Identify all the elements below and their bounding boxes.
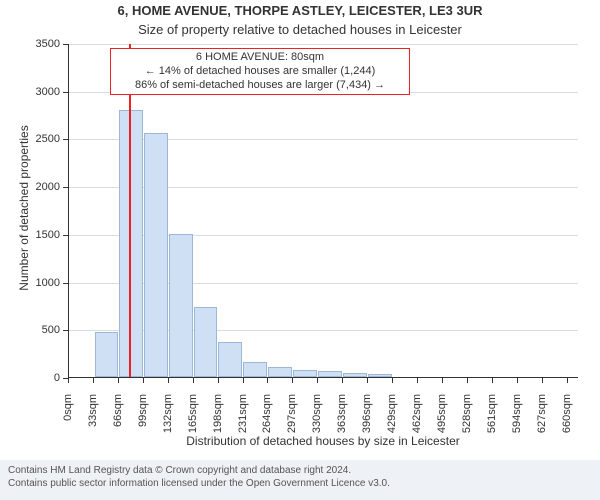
x-tick-label: 561sqm xyxy=(486,394,498,444)
annotation-line2: ← 14% of detached houses are smaller (1,… xyxy=(117,65,403,79)
histogram-bar xyxy=(343,373,367,377)
x-tick xyxy=(168,378,169,383)
y-tick xyxy=(63,44,68,45)
x-tick-label: 528sqm xyxy=(461,394,473,444)
x-tick-label: 165sqm xyxy=(187,394,199,444)
x-tick-label: 660sqm xyxy=(561,394,573,444)
x-tick xyxy=(317,378,318,383)
x-tick xyxy=(467,378,468,383)
y-tick xyxy=(63,283,68,284)
y-tick-label: 500 xyxy=(20,324,60,336)
histogram-bar xyxy=(95,332,119,377)
x-tick xyxy=(567,378,568,383)
annotation-box: 6 HOME AVENUE: 80sqm ← 14% of detached h… xyxy=(110,48,410,95)
y-tick-label: 1000 xyxy=(20,277,60,289)
y-tick-label: 3000 xyxy=(20,86,60,98)
x-tick xyxy=(492,378,493,383)
x-tick-label: 429sqm xyxy=(386,394,398,444)
x-tick-label: 132sqm xyxy=(162,394,174,444)
x-tick xyxy=(267,378,268,383)
histogram-bar xyxy=(368,374,392,377)
footer-line1: Contains HM Land Registry data © Crown c… xyxy=(8,464,592,477)
x-tick xyxy=(542,378,543,383)
histogram-bar xyxy=(169,234,193,377)
x-tick-label: 297sqm xyxy=(286,394,298,444)
y-tick xyxy=(63,187,68,188)
x-tick xyxy=(118,378,119,383)
x-tick xyxy=(292,378,293,383)
x-tick xyxy=(417,378,418,383)
histogram-bar xyxy=(318,371,342,377)
x-tick-label: 330sqm xyxy=(311,394,323,444)
x-tick-label: 396sqm xyxy=(361,394,373,444)
footer-line2: Contains public sector information licen… xyxy=(8,477,592,490)
footer: Contains HM Land Registry data © Crown c… xyxy=(0,460,600,500)
x-tick-label: 495sqm xyxy=(436,394,448,444)
x-tick xyxy=(143,378,144,383)
x-tick-label: 363sqm xyxy=(336,394,348,444)
x-tick-label: 264sqm xyxy=(261,394,273,444)
x-tick xyxy=(193,378,194,383)
x-tick xyxy=(93,378,94,383)
y-tick-label: 0 xyxy=(20,372,60,384)
x-tick xyxy=(517,378,518,383)
histogram-bar xyxy=(293,370,317,377)
x-tick xyxy=(218,378,219,383)
x-tick-label: 0sqm xyxy=(62,394,74,444)
histogram-bar xyxy=(144,133,168,377)
histogram-bar xyxy=(194,307,217,377)
annotation-line1: 6 HOME AVENUE: 80sqm xyxy=(117,51,403,65)
x-tick xyxy=(392,378,393,383)
y-tick xyxy=(63,330,68,331)
x-tick-label: 231sqm xyxy=(237,394,249,444)
y-tick xyxy=(63,235,68,236)
x-tick xyxy=(68,378,69,383)
y-tick xyxy=(63,139,68,140)
histogram-bar xyxy=(218,342,242,377)
x-tick-label: 99sqm xyxy=(137,394,149,444)
y-tick-label: 1500 xyxy=(20,229,60,241)
x-tick xyxy=(442,378,443,383)
title-line1: 6, HOME AVENUE, THORPE ASTLEY, LEICESTER… xyxy=(0,3,600,18)
x-tick-label: 462sqm xyxy=(411,394,423,444)
y-tick xyxy=(63,92,68,93)
y-tick-label: 2500 xyxy=(20,133,60,145)
x-tick-label: 33sqm xyxy=(87,394,99,444)
chart-container: 6, HOME AVENUE, THORPE ASTLEY, LEICESTER… xyxy=(0,0,600,500)
histogram-bar xyxy=(268,367,292,377)
gridline xyxy=(69,44,578,45)
x-tick-label: 627sqm xyxy=(536,394,548,444)
histogram-bar xyxy=(243,362,267,377)
x-tick xyxy=(342,378,343,383)
annotation-line3: 86% of semi-detached houses are larger (… xyxy=(117,79,403,93)
x-tick-label: 594sqm xyxy=(511,394,523,444)
x-tick xyxy=(367,378,368,383)
y-tick-label: 2000 xyxy=(20,181,60,193)
x-tick-label: 66sqm xyxy=(112,394,124,444)
title-line2: Size of property relative to detached ho… xyxy=(0,22,600,37)
y-tick-label: 3500 xyxy=(20,38,60,50)
x-tick-label: 198sqm xyxy=(212,394,224,444)
x-tick xyxy=(243,378,244,383)
